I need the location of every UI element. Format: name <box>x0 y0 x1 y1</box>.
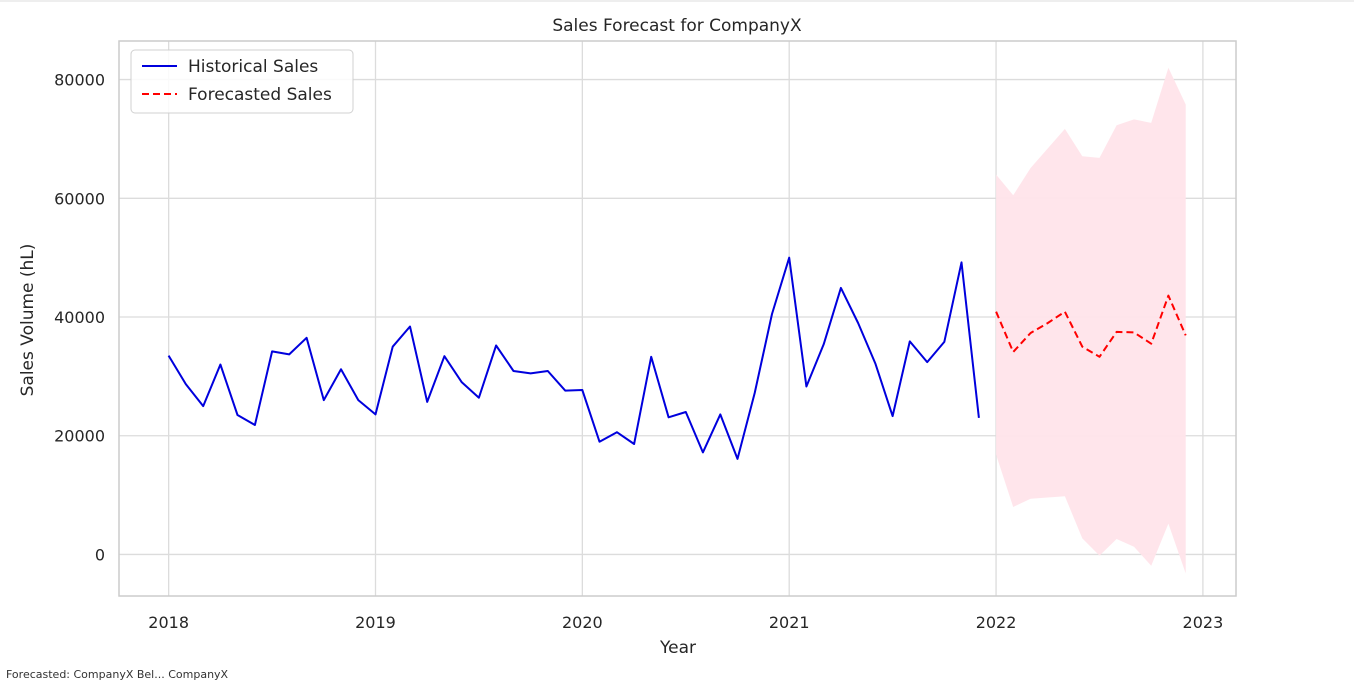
x-tick-label: 2022 <box>976 613 1017 632</box>
x-tick-label: 2023 <box>1183 613 1224 632</box>
legend-label: Historical Sales <box>188 57 318 77</box>
y-tick-label: 20000 <box>54 427 105 446</box>
y-tick-label: 40000 <box>54 308 105 327</box>
legend: Historical Sales Forecasted Sales <box>130 49 354 114</box>
forecasted-sales-line <box>995 294 1187 358</box>
figure-caption: Forecasted: CompanyX Bel... CompanyX <box>6 668 229 681</box>
axes: 2018 2019 2020 2021 2022 2023 0 20000 40000 60000… <box>54 40 1237 632</box>
x-tick-label: 2019 <box>355 613 396 632</box>
legend-label: Forecasted Sales <box>188 85 332 105</box>
x-axis-label: Year <box>659 638 696 658</box>
y-axis-label: Sales Volume (hL) <box>18 244 38 397</box>
forecast-confidence-band <box>996 67 1186 574</box>
y-tick-label: 0 <box>95 545 105 564</box>
legend-box <box>130 49 354 114</box>
forecast-interval-area <box>996 67 1186 574</box>
plot-frame <box>118 40 1237 597</box>
series-lines <box>167 256 1187 460</box>
historical-sales-line <box>167 256 980 460</box>
y-tick-label: 80000 <box>54 71 105 90</box>
top-border <box>0 0 1354 2</box>
chart-title: Sales Forecast for CompanyX <box>552 16 802 36</box>
x-tick-label: 2021 <box>769 613 810 632</box>
sales-forecast-chart: 2018 2019 2020 2021 2022 2023 0 20000 40000 60000… <box>18 16 1237 658</box>
x-tick-label: 2018 <box>148 613 189 632</box>
x-tick-label: 2020 <box>562 613 603 632</box>
y-tick-label: 60000 <box>54 189 105 208</box>
